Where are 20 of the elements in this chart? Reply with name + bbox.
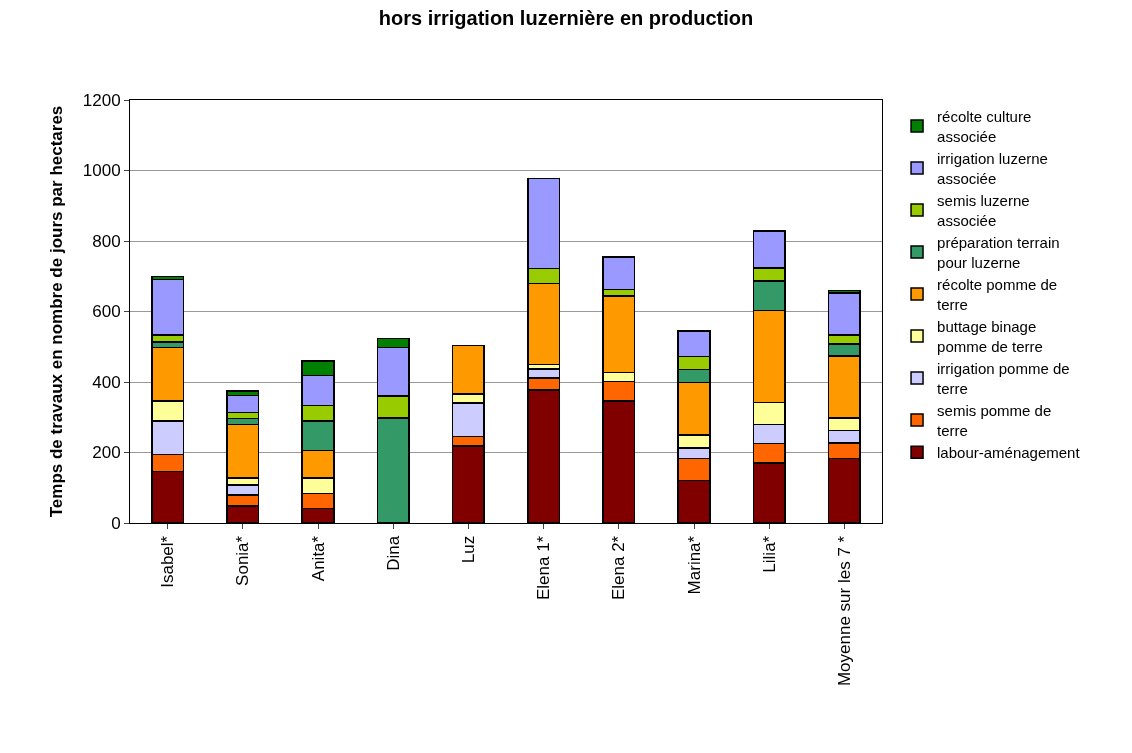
x-tick-label: Dina [383, 535, 403, 571]
x-tick-label: Isabel* [158, 535, 178, 588]
legend-label: labour-aménagement [937, 444, 1081, 462]
x-tick-label: Marina* [684, 535, 704, 595]
x-tick-label: Lilia* [759, 535, 779, 573]
y-tick-label: 200 [92, 443, 121, 463]
x-tick-label: Moyenne sur les 7 * [834, 535, 854, 687]
y-tick-label: 400 [92, 372, 121, 392]
y-axis-title: Temps de travaux en nombre de jours par hectares [47, 105, 67, 518]
y-tick-label: 1200 [82, 90, 121, 110]
y-tick-label: 800 [92, 231, 121, 251]
x-tick-label: Elena 1* [534, 535, 554, 601]
y-tick-label: 0 [111, 513, 121, 533]
x-tick-label: Anita* [308, 535, 328, 582]
y-tick-label: 1000 [82, 161, 121, 181]
y-tick-label: 600 [92, 302, 121, 322]
x-tick-label: Sonia* [233, 535, 253, 586]
chart-title: hors irrigation luzernière en production [378, 7, 754, 30]
x-tick-label: Elena 2* [609, 535, 629, 601]
x-tick-label: Luz [458, 535, 478, 564]
